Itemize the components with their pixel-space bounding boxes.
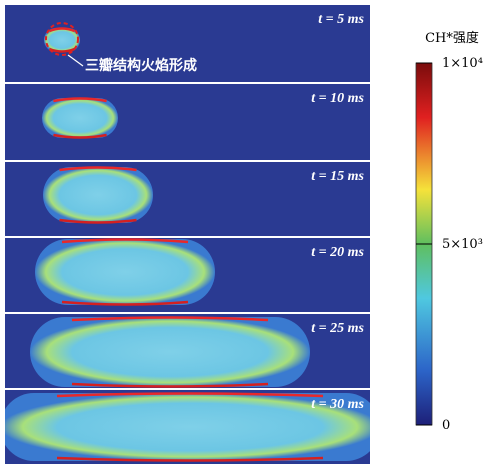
colorbar-tick-label: 1×10⁴: [442, 56, 483, 71]
panel: t = 15 ms: [5, 162, 370, 236]
flame: [42, 98, 118, 138]
panel: t = 25 ms: [5, 314, 370, 388]
panel: t = 20 ms: [5, 238, 370, 312]
time-label: t = 25 ms: [311, 321, 364, 336]
flame: [35, 239, 215, 305]
panel: t = 10 ms: [5, 84, 370, 160]
time-label: t = 5 ms: [318, 12, 364, 27]
colorbar-tick-label: 5×10³: [442, 237, 483, 252]
colorbar-title: CH*强度: [425, 30, 479, 46]
time-label: t = 15 ms: [311, 169, 364, 184]
panel: t = 30 ms: [0, 390, 380, 464]
time-label: t = 10 ms: [311, 91, 364, 106]
flame: [30, 317, 310, 387]
figure: t = 5 ms t = 10 ms t = 15 ms t = 20 ms t = 2…: [0, 0, 495, 464]
colorbar-tick-label: 0: [442, 418, 450, 433]
flame: [43, 167, 153, 223]
time-label: t = 30 ms: [311, 397, 364, 412]
time-label: t = 20 ms: [311, 245, 364, 260]
annotation: 三瓣结构火焰形成: [85, 57, 197, 74]
